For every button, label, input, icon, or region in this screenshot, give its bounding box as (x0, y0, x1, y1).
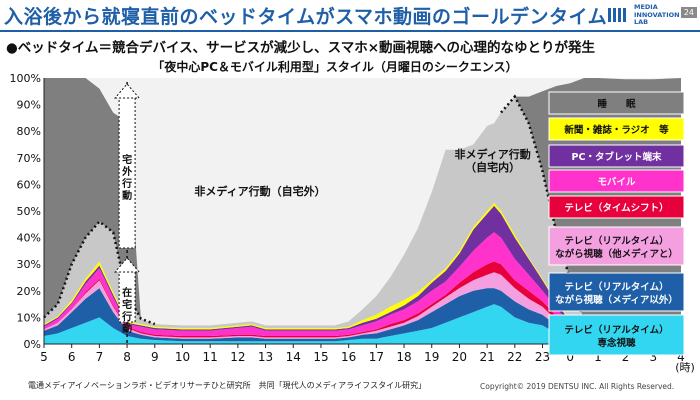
x-tick-label: 0 (566, 350, 574, 364)
x-tick-label: 6 (68, 350, 76, 364)
legend-box (548, 272, 685, 312)
legend-label: テレビ（リアルタイム）ながら視聴（他メディアと） (555, 235, 678, 260)
annotation-line: 行 (121, 310, 132, 323)
x-tick-label: 7 (96, 350, 104, 364)
legend-box (548, 117, 685, 141)
y-tick-label: 60% (17, 178, 41, 191)
legend-label-line: テレビ（リアルタイム） (564, 281, 668, 293)
chart-title: 「夜中心PC＆モバイル利用型」スタイル（月曜日のシークエンス） (152, 60, 518, 74)
chart-annotation-3: 在宅行動 (121, 286, 132, 335)
annotation-line: 動 (122, 189, 132, 202)
legend-label: テレビ（タイムシフト） (564, 202, 668, 214)
legend-label-line: 新聞・雑誌・ラジオ 等 (564, 124, 669, 136)
y-tick-label: 90% (17, 99, 41, 112)
annotation-line: 宅 (122, 153, 132, 166)
annotation-line: 宅 (122, 298, 132, 311)
outside-arrow-head-icon (113, 83, 141, 99)
legend-box (548, 169, 685, 193)
x-tick-label: 12 (230, 350, 245, 364)
y-tick-label: 0% (24, 338, 41, 351)
legend-label: 睡 眠 (597, 98, 636, 110)
x-tick-label: 1 (594, 350, 602, 364)
legend-label: モバイル (597, 176, 636, 188)
legend-label: PC・タブレット端末 (572, 151, 662, 163)
page-number: 24 (680, 7, 697, 18)
x-tick-label: 22 (507, 350, 522, 364)
legend-box (548, 91, 685, 115)
legend-label-line: ながら視聴（他メディアと） (555, 248, 678, 260)
x-tick-label: 18 (396, 350, 411, 364)
x-tick-label: 23 (535, 350, 550, 364)
legend-box (548, 144, 685, 168)
y-tick-label: 10% (17, 311, 41, 324)
brand-line-2: INNOVATION (634, 10, 680, 19)
brand-logo: MEDIA INNOVATION LAB (608, 3, 698, 30)
annotation-line: 外 (121, 165, 132, 178)
x-tick-label: 4 (677, 350, 685, 364)
annotation-line: （自宅内） (465, 160, 520, 174)
footer-source: 電通メディアイノベーションラボ・ビデオリサーチひと研究所 共同「現代人のメディア… (28, 381, 427, 390)
x-tick-label: 16 (341, 350, 356, 364)
x-tick-label: 10 (175, 350, 190, 364)
chart-annotation-2: 宅外行動 (121, 153, 132, 202)
header-rule (0, 30, 700, 32)
x-tick-label: 20 (452, 350, 467, 364)
x-tick-label: 21 (479, 350, 494, 364)
x-axis-unit: (時) (675, 361, 695, 374)
legend-box (548, 314, 685, 356)
legend-label-line: テレビ（リアルタイム） (564, 235, 668, 247)
subtitle: ●ベッドタイム＝競合デバイス、サービスが減少し、スマホ×動画視聴への心理的なゆと… (6, 40, 596, 56)
legend-label-line: ながら視聴（メディア以外） (555, 294, 678, 306)
x-tick-label: 13 (258, 350, 273, 364)
legend-label: テレビ（リアルタイム）ながら視聴（メディア以外） (555, 281, 678, 306)
brand-line-3: LAB (634, 18, 649, 26)
annotation-line: 動 (122, 322, 132, 335)
y-tick-label: 50% (17, 205, 41, 218)
page-title: 入浴後から就寝直前のベッドタイムがスマホ動画のゴールデンタイム (4, 6, 608, 28)
legend-label-line: 専念視聴 (597, 337, 636, 349)
brand-bars-icon (608, 7, 628, 26)
x-tick-label: 19 (424, 350, 439, 364)
area-series-7 (44, 96, 681, 344)
y-tick-label: 100% (10, 72, 41, 85)
area-series-0 (44, 304, 681, 344)
footer-copyright: Copyright© 2019 DENTSU INC. All Rights R… (480, 382, 675, 391)
stacked-area-chart: 0%10%20%30%40%50%60%70%80%90%100%5 6 7 8 9 10… (10, 72, 695, 374)
chart-annotation-1: 非メディア行動（自宅内） (455, 147, 531, 174)
legend-label-line: モバイル (597, 176, 636, 188)
annotation-line: 非メディア行動 (455, 147, 531, 161)
home-arrow-head-icon (113, 257, 141, 273)
x-tick-label: 17 (369, 350, 384, 364)
annotation-line: 行 (121, 177, 132, 190)
y-tick-label: 70% (17, 152, 41, 165)
x-tick-label: 15 (313, 350, 328, 364)
x-tick-label: 14 (286, 350, 301, 364)
x-tick-label: 5 (40, 350, 48, 364)
y-tick-label: 40% (17, 232, 41, 245)
x-tick-label: 9 (151, 350, 159, 364)
y-tick-label: 20% (17, 285, 41, 298)
legend-label-line: 睡 眠 (597, 98, 636, 110)
x-tick-label: 8 (123, 350, 131, 364)
legend-label-line: テレビ（リアルタイム） (564, 324, 668, 336)
y-tick-label: 30% (17, 258, 41, 271)
legend-label: テレビ（リアルタイム）専念視聴 (564, 324, 668, 349)
y-tick-label: 80% (17, 125, 41, 138)
legend-box (548, 195, 685, 219)
brand-line-1: MEDIA (634, 3, 658, 11)
annotation-line: 在 (122, 286, 132, 299)
chart-annotation-0: 非メディア行動（自宅外） (194, 184, 325, 198)
annotation-line: 非メディア行動（自宅外） (194, 184, 325, 198)
x-tick-label: 11 (203, 350, 218, 364)
legend-label: 新聞・雑誌・ラジオ 等 (564, 124, 669, 136)
legend-box (548, 226, 685, 266)
brand-text: MEDIA INNOVATION LAB (634, 3, 680, 27)
x-tick-label: 2 (622, 350, 630, 364)
legend-label-line: テレビ（タイムシフト） (564, 202, 668, 214)
legend-label-line: PC・タブレット端末 (572, 151, 662, 163)
x-tick-label: 3 (649, 350, 657, 364)
